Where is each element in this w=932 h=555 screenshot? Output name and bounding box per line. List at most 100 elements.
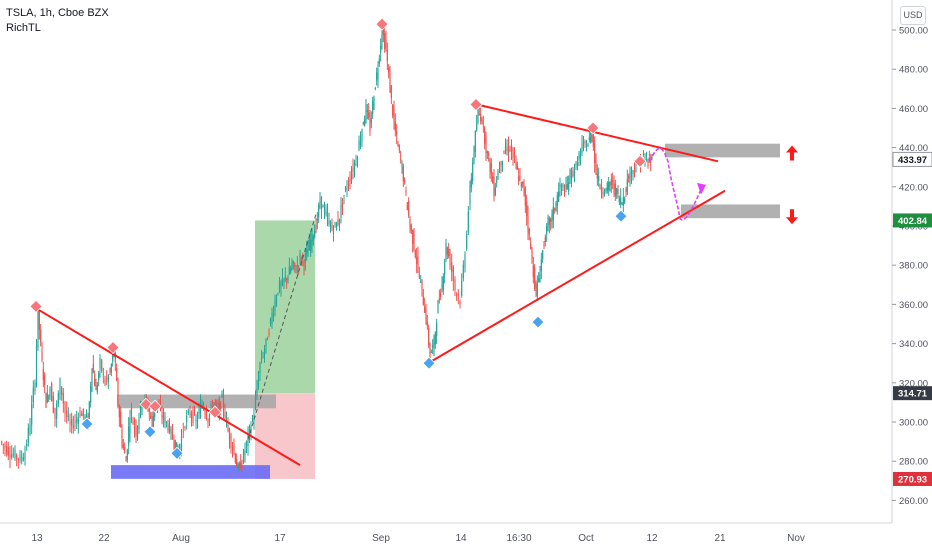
- candle-body: [286, 278, 288, 281]
- candle-body: [84, 416, 86, 420]
- candle-body: [275, 298, 278, 305]
- candle-body: [49, 388, 51, 398]
- candle-body: [314, 231, 316, 239]
- candle-body: [438, 298, 440, 300]
- candle-body: [507, 145, 510, 153]
- y-tick-label: 280.00: [899, 457, 928, 468]
- pivot-high-marker: [375, 17, 389, 31]
- candle-body: [633, 167, 636, 174]
- indicator-label[interactable]: RichTL: [6, 22, 41, 34]
- candle-body: [459, 300, 461, 305]
- candle-body: [90, 385, 92, 403]
- candle-body: [139, 401, 142, 415]
- candle-body: [410, 224, 412, 231]
- candle-body: [520, 182, 522, 187]
- candle-body: [234, 453, 236, 463]
- candle-body: [138, 418, 140, 429]
- candle-body: [536, 283, 538, 297]
- candle-body: [550, 218, 552, 222]
- candle-body: [11, 454, 13, 458]
- candle-body: [565, 184, 567, 189]
- candle-body: [117, 380, 119, 405]
- candle-body: [473, 150, 475, 162]
- candle-body: [466, 234, 468, 249]
- candle-body: [290, 267, 292, 273]
- candle-body: [610, 179, 612, 186]
- candle-body: [272, 313, 275, 317]
- candle-body: [538, 277, 540, 282]
- candle-body: [626, 179, 628, 193]
- price-axis-background: [892, 0, 932, 550]
- candle-body: [170, 428, 172, 433]
- candle-body: [426, 321, 428, 326]
- candle-body: [284, 276, 286, 279]
- candle-body: [645, 159, 648, 162]
- candle-body: [552, 206, 554, 221]
- candle-body: [477, 109, 479, 122]
- candle-body: [21, 457, 23, 459]
- candle-body: [77, 417, 79, 425]
- candle-body: [490, 163, 492, 174]
- candle-body: [106, 377, 108, 379]
- candle-body: [184, 426, 186, 428]
- candle-body: [543, 244, 545, 246]
- candle-body: [651, 156, 653, 159]
- candle-body: [176, 442, 178, 448]
- candle-body: [19, 454, 21, 462]
- candle-body: [148, 404, 150, 413]
- candle-body: [125, 460, 127, 462]
- candle-body: [101, 359, 103, 371]
- candle-body: [128, 426, 130, 446]
- x-tick-label: Sep: [372, 533, 390, 544]
- candle-body: [510, 145, 513, 152]
- candle-body: [278, 281, 281, 292]
- candle-body: [608, 181, 610, 191]
- candle-body: [573, 171, 576, 177]
- candle-body: [228, 429, 231, 441]
- candle-body: [598, 176, 600, 182]
- candle-body: [154, 411, 156, 417]
- candle-body: [135, 425, 137, 436]
- symbol-title[interactable]: TSLA, 1h, Cboe BZX: [6, 7, 109, 19]
- candle-body: [346, 188, 348, 191]
- candle-body: [263, 349, 266, 354]
- candle-body: [547, 221, 549, 227]
- projection-arrowhead: [697, 182, 706, 195]
- candle-body: [366, 109, 368, 112]
- currency-button[interactable]: USD: [900, 6, 926, 25]
- candle-body: [152, 416, 154, 427]
- candle-body: [582, 141, 585, 143]
- candle-body: [569, 169, 571, 184]
- candle-body: [554, 208, 556, 210]
- y-tick-label: 300.00: [899, 418, 928, 429]
- candle-body: [256, 387, 258, 396]
- x-tick-label: Nov: [787, 533, 805, 544]
- candle-body: [441, 284, 443, 290]
- candle-body: [299, 253, 301, 257]
- price-label-text: 314.71: [898, 389, 928, 400]
- candle-body: [248, 426, 251, 436]
- candle-body: [343, 195, 345, 197]
- candle-body: [420, 281, 422, 283]
- candle-body: [425, 308, 427, 323]
- candle-body: [44, 374, 46, 385]
- candle-body: [338, 218, 341, 225]
- candle-body: [201, 403, 203, 408]
- candle-body: [328, 220, 330, 225]
- candle-body: [94, 374, 96, 387]
- candle-body: [271, 312, 273, 325]
- candle-body: [413, 233, 415, 250]
- candle-body: [393, 106, 395, 123]
- candle-body: [369, 119, 371, 132]
- candle-body: [82, 408, 84, 416]
- candle-body: [406, 202, 408, 211]
- candle-body: [629, 171, 631, 183]
- candle-body: [38, 311, 40, 330]
- candle-body: [14, 449, 16, 459]
- candle-body: [52, 395, 54, 413]
- candle-body: [164, 417, 166, 423]
- candle-body: [298, 266, 300, 268]
- candle-body: [308, 239, 310, 250]
